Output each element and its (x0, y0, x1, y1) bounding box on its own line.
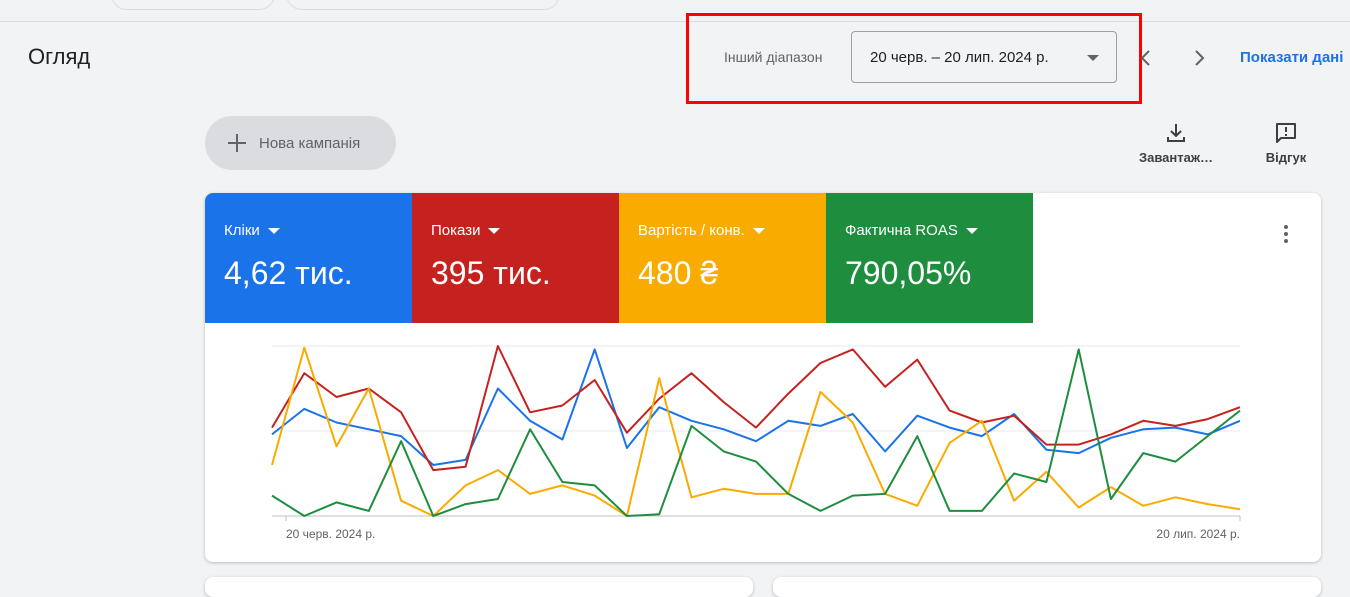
caret-down-icon (752, 228, 765, 235)
metric-tile-cost-per-conversion[interactable]: Вартість / конв. 480 ₴ (619, 193, 826, 323)
download-icon (1167, 124, 1185, 142)
date-range-dropdown[interactable]: 20 черв. – 20 лип. 2024 р. (851, 31, 1117, 83)
chevron-left-icon[interactable] (1136, 46, 1156, 70)
feedback-button[interactable]: Відгук (1256, 122, 1316, 165)
x-axis-start-label: 20 черв. 2024 р. (286, 527, 375, 541)
performance-line-chart: 20 черв. 2024 р. 20 лип. 2024 р. (271, 345, 1241, 541)
series-line (271, 345, 1241, 472)
metric-value: 395 тис. (431, 255, 551, 291)
metric-name: Фактична ROAS (845, 222, 958, 239)
top-filter-pill-2[interactable] (286, 0, 560, 10)
metric-tile-impressions[interactable]: Покази 395 тис. (412, 193, 619, 323)
caret-down-icon (267, 228, 280, 235)
header-divider (0, 21, 1350, 22)
chevron-right-icon[interactable] (1190, 46, 1210, 70)
bottom-card-left (205, 577, 753, 597)
metric-value: 4,62 тис. (224, 255, 353, 291)
page-title: Огляд (28, 44, 91, 69)
x-axis-end-label: 20 лип. 2024 р. (1156, 527, 1240, 541)
more-options-icon[interactable] (1278, 223, 1294, 245)
caret-down-icon (488, 228, 501, 235)
new-campaign-label: Нова кампанія (259, 135, 361, 152)
show-data-link[interactable]: Показати дані (1240, 49, 1344, 66)
performance-card: Кліки 4,62 тис. Покази 395 тис. Вартість… (205, 193, 1321, 562)
date-range-value: 20 черв. – 20 лип. 2024 р. (870, 48, 1049, 66)
chart-series (271, 345, 1241, 517)
metric-name: Кліки (224, 222, 260, 239)
metric-name: Покази (431, 222, 481, 239)
caret-down-icon (1087, 55, 1099, 61)
plus-icon (228, 134, 246, 152)
download-label: Завантаж… (1138, 150, 1214, 165)
new-campaign-button[interactable]: Нова кампанія (205, 116, 396, 170)
metric-name: Вартість / конв. (638, 222, 745, 239)
top-filter-pill-1[interactable] (111, 0, 275, 10)
download-button[interactable]: Завантаж… (1136, 122, 1216, 165)
chart-x-ticks (285, 516, 1241, 521)
metric-value: 790,05% (845, 255, 972, 291)
series-line (271, 346, 1241, 517)
caret-down-icon (965, 228, 978, 235)
date-range-type-label: Інший діапазон (724, 49, 823, 65)
series-line (271, 348, 1241, 517)
metric-tile-clicks[interactable]: Кліки 4,62 тис. (205, 193, 412, 323)
feedback-label: Відгук (1265, 150, 1307, 165)
chart-grid (272, 345, 1240, 517)
bottom-card-right (773, 577, 1321, 597)
feedback-icon (1276, 123, 1296, 143)
metric-tile-roas[interactable]: Фактична ROAS 790,05% (826, 193, 1033, 323)
series-line (271, 348, 1241, 466)
metric-value: 480 ₴ (638, 255, 719, 291)
